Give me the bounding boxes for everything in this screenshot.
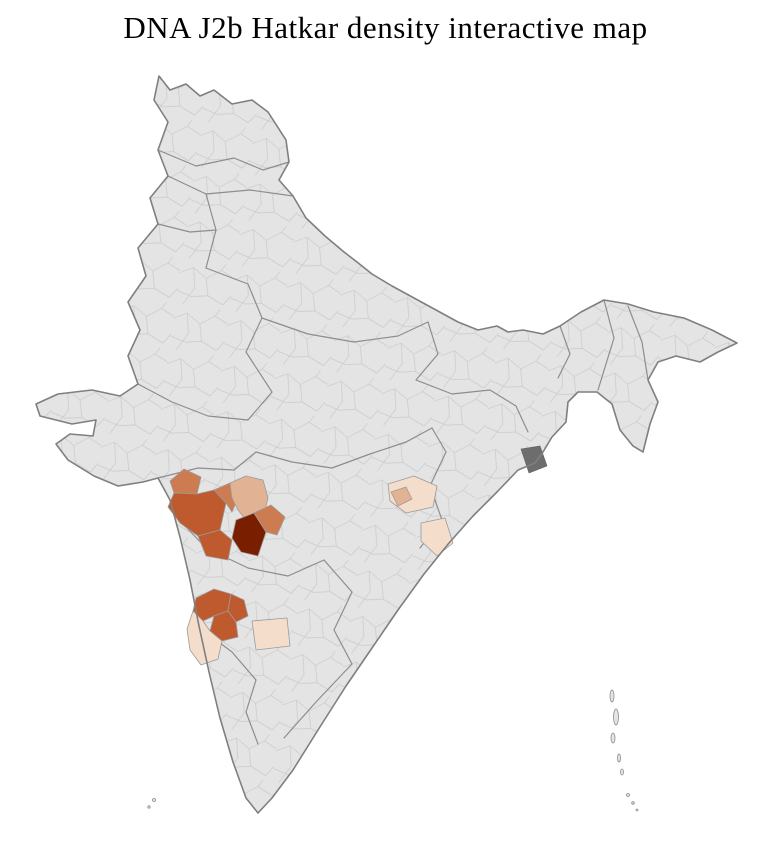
island[interactable] [152,798,156,802]
state-boundary-line [167,507,325,577]
island[interactable] [617,753,621,763]
state-boundary-line [557,325,571,379]
district-density-low-2[interactable] [390,486,413,507]
state-boundary-line [283,663,353,739]
density-cluster-maharashtra [167,468,286,561]
state-boundary-line [157,149,290,171]
district-density-medium-3[interactable] [253,504,286,536]
state-boundary-line [157,223,217,233]
density-cluster-east [387,475,454,557]
district-density-high-1[interactable] [167,489,227,537]
district-density-medium-1[interactable] [169,468,202,495]
state-boundary-line [261,317,429,343]
state-boundary-line [167,175,294,197]
state-boundary-line [157,451,257,479]
island[interactable] [610,732,616,744]
state-boundary-line [415,321,529,433]
district-density-high-4[interactable] [227,593,249,623]
lakshadweep-islands[interactable] [147,798,156,809]
state-boundary-line [323,559,353,665]
district-density-pale-1[interactable] [186,610,223,666]
state-boundary-line [627,305,649,381]
state-boundary-line [137,383,249,421]
state-boundary-line [597,299,615,391]
district-density-high-2[interactable] [197,529,233,561]
island[interactable] [620,768,624,776]
island[interactable] [635,808,639,812]
andaman-nicobar-islands[interactable] [609,689,639,812]
island[interactable] [613,708,619,726]
island[interactable] [631,801,635,805]
state-boundary-line [565,413,601,423]
island[interactable] [626,793,630,797]
island[interactable] [147,805,151,809]
density-cluster-karnataka [186,588,291,666]
state-boundary-line [255,427,433,469]
page-title: DNA J2b Hatkar density interactive map [123,10,648,45]
island[interactable] [609,689,615,703]
district-density-pale-2[interactable] [251,617,291,651]
district-density-pale-4[interactable] [420,517,454,557]
state-boundary-line [205,267,273,421]
